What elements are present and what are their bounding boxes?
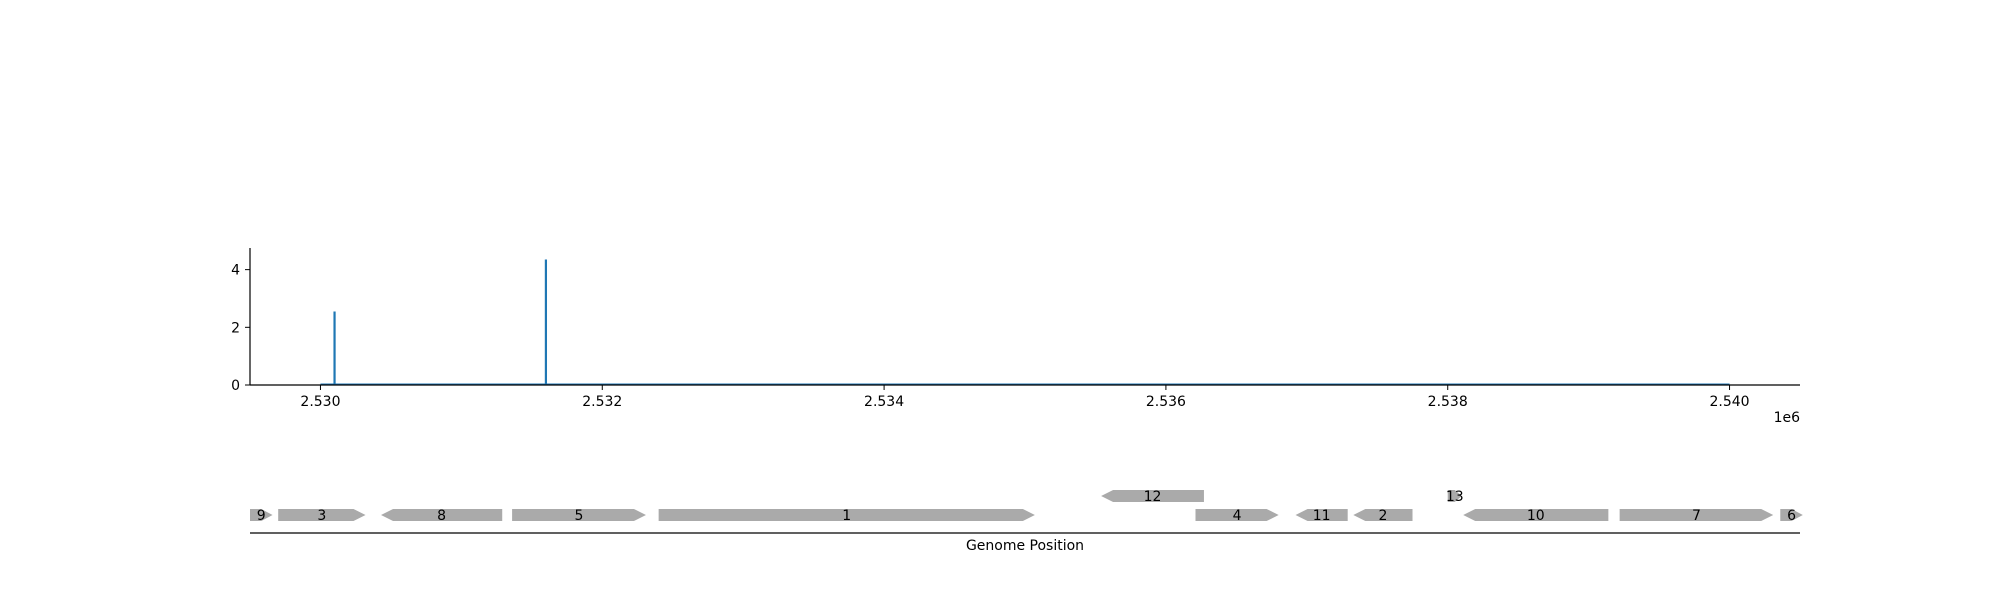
gene-label: 9 [257, 508, 266, 524]
gene-track-xlabel: Genome Position [966, 538, 1084, 554]
gene-label: 7 [1692, 508, 1701, 524]
x-offset-label: 1e6 [1774, 410, 1801, 426]
y-tick-label: 4 [231, 263, 240, 279]
gene-arrow [1463, 509, 1609, 521]
x-tick-label: 2.536 [1146, 394, 1186, 410]
gene-label: 13 [1446, 489, 1464, 505]
x-tick-label: 2.540 [1709, 394, 1749, 410]
gene-arrow [278, 509, 366, 521]
gene-arrow [381, 509, 503, 521]
gene-label: 4 [1233, 508, 1242, 524]
gene-arrow [1353, 509, 1413, 521]
signal-marks [320, 259, 1730, 386]
gene-arrow [250, 509, 273, 521]
gene-label: 2 [1378, 508, 1387, 524]
y-ticks: 0 2 4 [231, 263, 250, 394]
gene-arrow [1780, 509, 1803, 521]
y-tick-label: 0 [231, 378, 240, 394]
gene-label: 10 [1527, 508, 1545, 524]
x-ticks: 2.530 2.532 2.534 2.536 2.538 2.540 [300, 385, 1750, 410]
gene-label: 12 [1144, 489, 1162, 505]
x-tick-label: 2.534 [864, 394, 904, 410]
x-tick-label: 2.532 [582, 394, 622, 410]
x-tick-label: 2.530 [300, 394, 340, 410]
gene-label: 1 [842, 508, 851, 524]
gene-label: 8 [437, 508, 446, 524]
gene-label: 6 [1787, 508, 1796, 524]
x-tick-label: 2.538 [1428, 394, 1468, 410]
gene-arrow [658, 509, 1035, 521]
gene-arrow [512, 509, 646, 521]
gene-arrow [1619, 509, 1774, 521]
gene-arrow [1295, 509, 1348, 521]
gene-label: 5 [575, 508, 584, 524]
signal-plot: 2.530 2.532 2.534 2.536 2.538 2.540 0 2 4 1e6 [231, 248, 1800, 426]
gene-arrow [1195, 509, 1279, 521]
y-tick-label: 2 [231, 320, 240, 336]
gene-arrow [1447, 490, 1462, 502]
gene-arrow [1101, 490, 1204, 502]
gene-label: 3 [317, 508, 326, 524]
gene-label: 11 [1313, 508, 1331, 524]
